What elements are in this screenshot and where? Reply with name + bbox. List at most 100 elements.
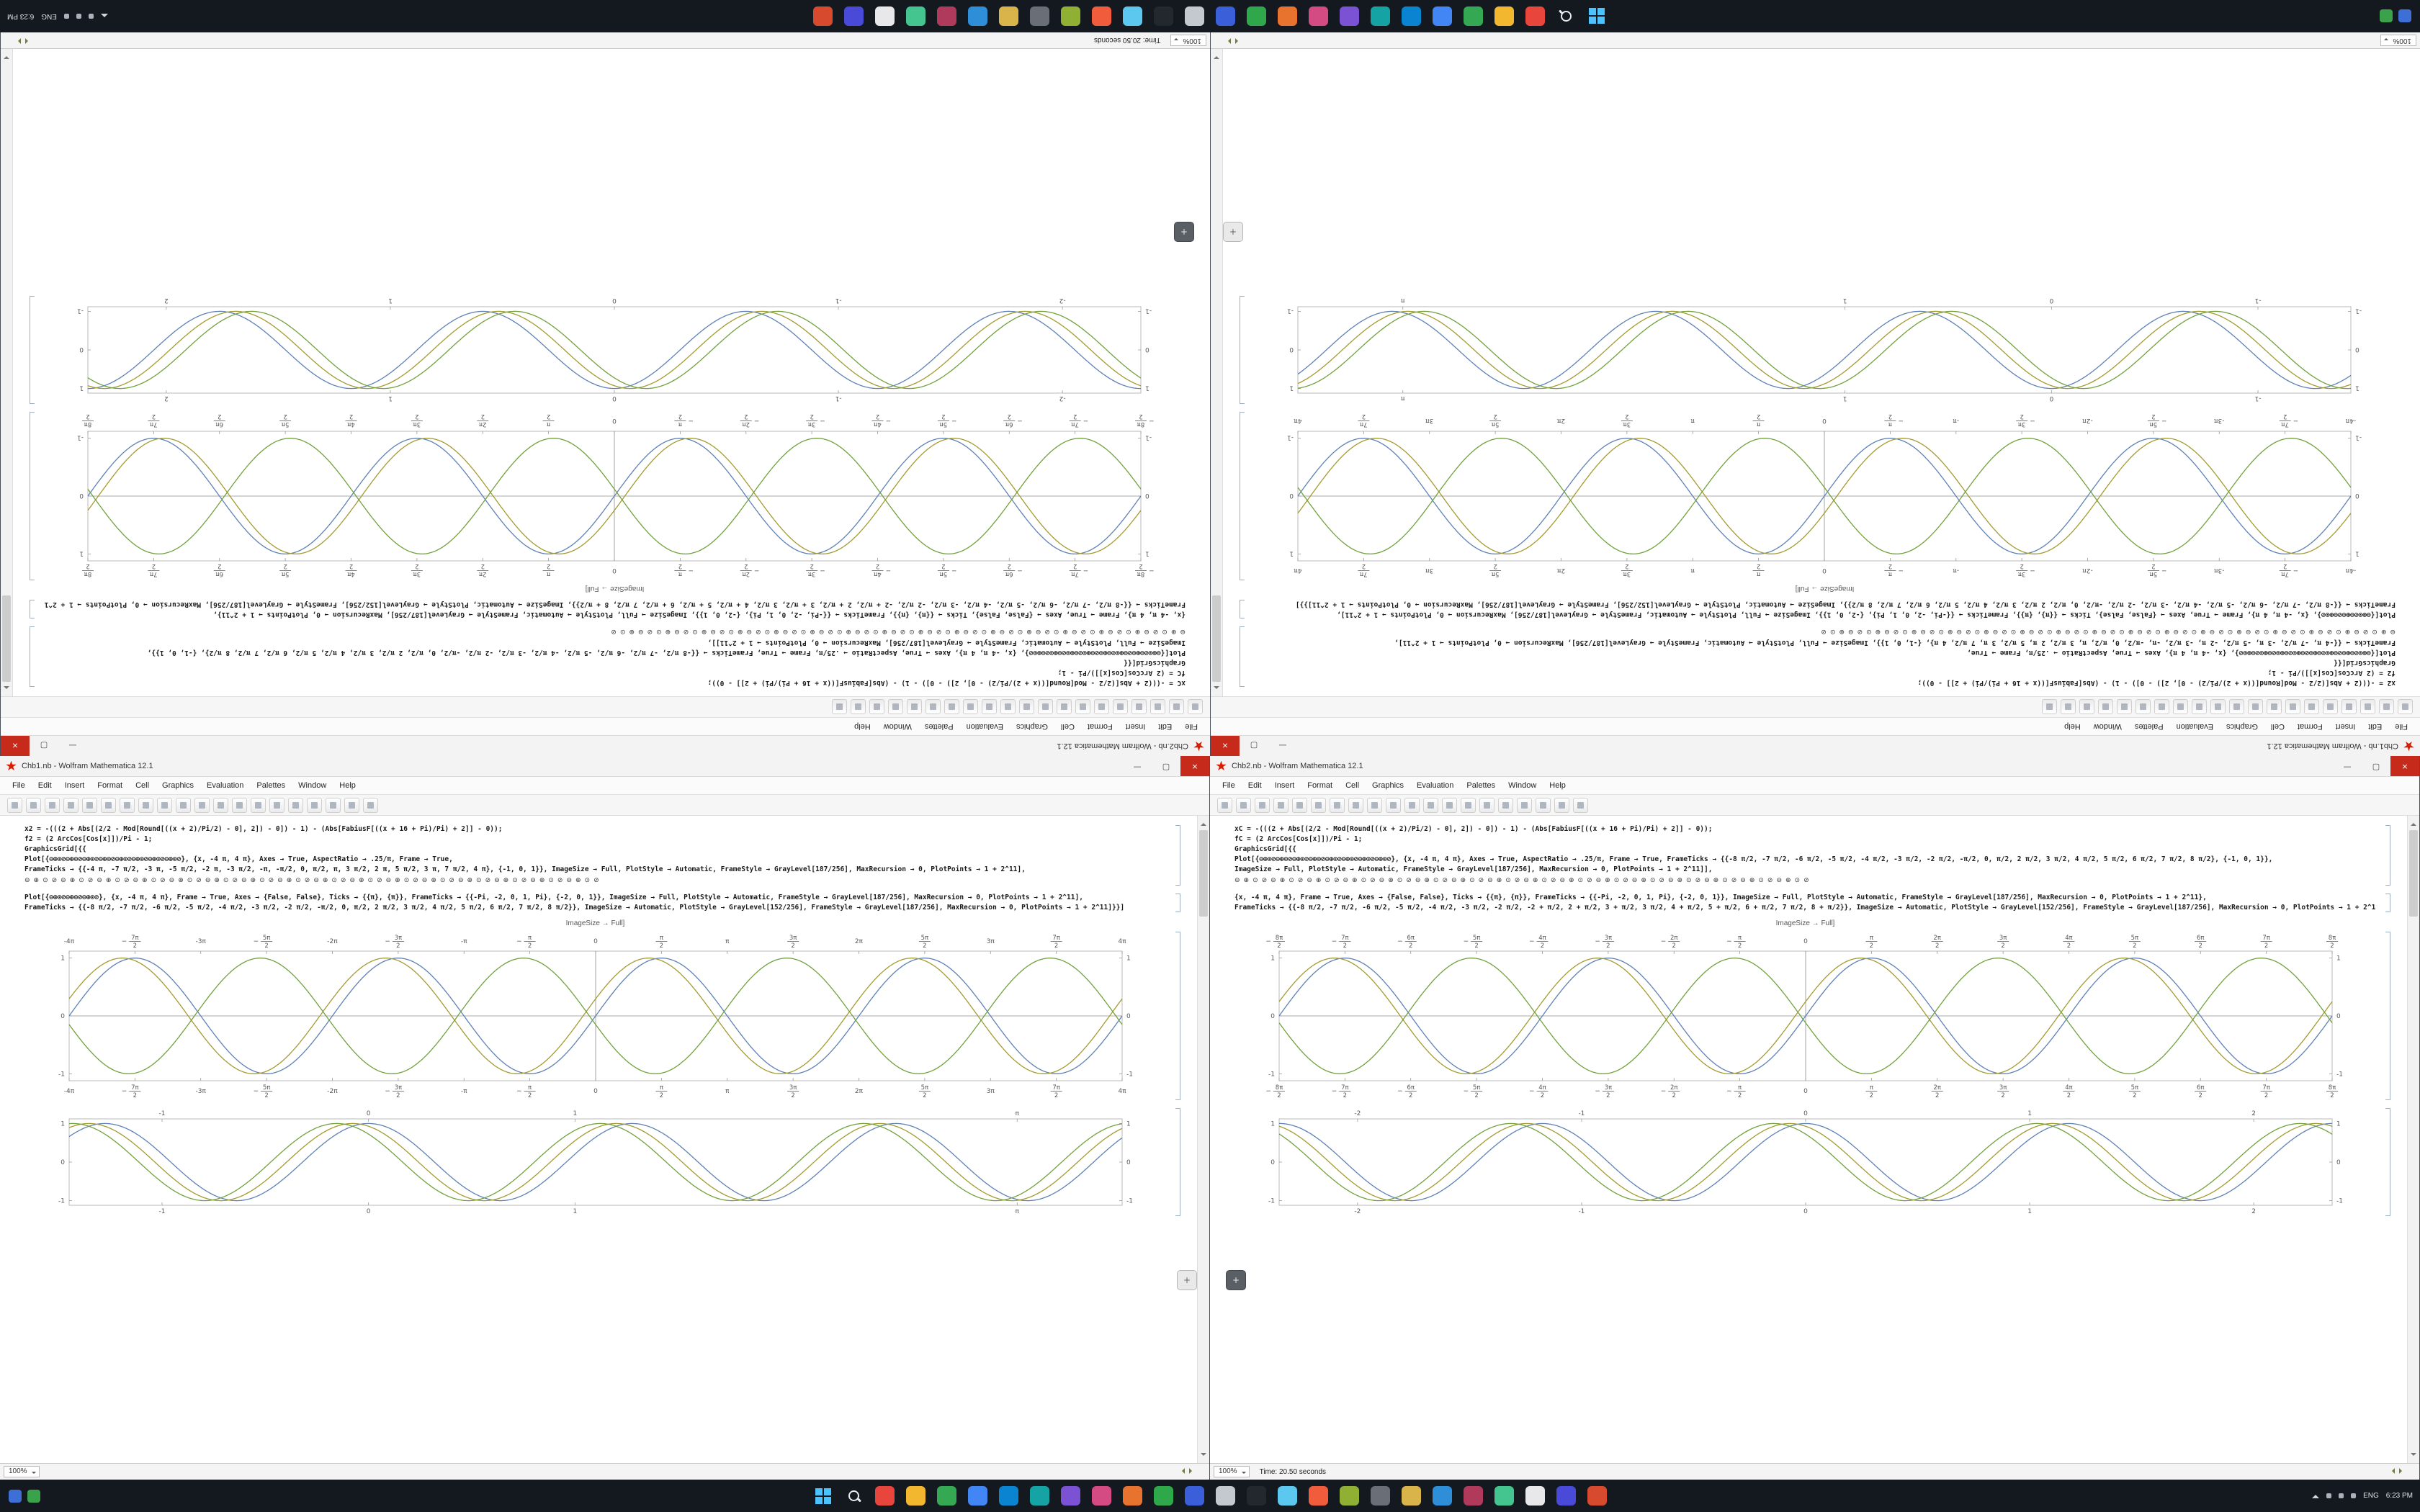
special-glyph-row[interactable]: ⊖⊕⊙⊘⊖⊕⊙⊘⊖⊕⊙⊘⊖⊕⊙⊘⊖⊕⊙⊘⊖⊕⊙⊘⊖⊕⊙⊘⊖⊕⊙⊘⊖⊕⊙⊘⊖⊕⊙⊘…: [1817, 628, 2396, 635]
toolbar-button[interactable]: [1423, 797, 1438, 813]
cell-bracket[interactable]: [1240, 626, 1245, 687]
toolbar-button[interactable]: [1442, 797, 1457, 813]
menu-item[interactable]: Insert: [2335, 722, 2356, 731]
taskbar-app-button[interactable]: [1089, 1483, 1115, 1509]
taskbar-app-button[interactable]: [1461, 1483, 1487, 1509]
scroll-left-arrow[interactable]: [1179, 1468, 1185, 1474]
widgets-icon[interactable]: [9, 1489, 22, 1503]
scrollbar-thumb[interactable]: [2, 595, 11, 682]
input-cell[interactable]: xC = -(((2 + Abs[(2/2 - Mod[Round[((x + …: [1234, 824, 2390, 886]
taskbar-app-button[interactable]: [1492, 1483, 1518, 1509]
notebook-content[interactable]: xC = -(((2 + Abs[(2/2 - Mod[Round[((x + …: [1, 49, 1210, 696]
toolbar-button[interactable]: [907, 699, 922, 715]
toolbar-button[interactable]: [2285, 699, 2300, 715]
network-icon[interactable]: [2326, 1493, 2332, 1498]
toolbar-button[interactable]: [2061, 699, 2076, 715]
code-line[interactable]: xC = -(((2 + Abs[(2/2 - Mod[Round[((x + …: [707, 679, 1186, 687]
input-cell-2[interactable]: {x, -4 π, 4 π}, Frame → True, Axes → {Fa…: [30, 599, 1186, 619]
toolbar-button[interactable]: [251, 797, 266, 813]
special-glyph-row[interactable]: ⊖⊕⊙⊘⊖⊕⊙⊘⊖⊕⊙⊘⊖⊕⊙⊘⊖⊕⊙⊘⊖⊕⊙⊘⊖⊕⊙⊘⊖⊕⊙⊘⊖⊕⊙⊘⊖⊕⊙⊘…: [24, 877, 603, 884]
language-indicator[interactable]: ENG: [2363, 1492, 2379, 1500]
toolbar-button[interactable]: [1386, 797, 1401, 813]
cell-bracket[interactable]: [30, 296, 35, 404]
toolbar-button[interactable]: [1367, 797, 1382, 813]
scroll-right-arrow[interactable]: [2399, 1468, 2405, 1474]
magnification-dropdown[interactable]: 100%: [1170, 35, 1206, 46]
toolbar-button[interactable]: [1000, 699, 1016, 715]
scroll-up-arrow[interactable]: [1201, 820, 1206, 826]
menu-item[interactable]: Help: [2064, 722, 2081, 731]
cell-bracket[interactable]: [2385, 1108, 2390, 1216]
code-line[interactable]: f2 = (2 ArcCos[Cos[x]])/Pi - 1;: [24, 835, 153, 843]
taskbar-app-button[interactable]: [841, 4, 867, 30]
code-line[interactable]: FrameTicks → {{-4 π, -7 π/2, -3 π, -5 π/…: [24, 865, 1026, 873]
toolbar-button[interactable]: [1131, 699, 1147, 715]
battery-icon[interactable]: [2351, 1493, 2357, 1498]
cell-bracket[interactable]: [1175, 894, 1180, 912]
clock[interactable]: 6:23 PM: [7, 12, 35, 20]
battery-icon[interactable]: [63, 14, 69, 19]
menu-item[interactable]: File: [2395, 722, 2408, 731]
vertical-scrollbar[interactable]: [1211, 49, 1223, 696]
scroll-right-arrow[interactable]: [1189, 1468, 1195, 1474]
menu-item[interactable]: Edit: [37, 781, 52, 790]
toolbar-button[interactable]: [269, 797, 284, 813]
taskbar-app-button[interactable]: [1244, 1483, 1270, 1509]
menu-item[interactable]: Format: [1087, 722, 1113, 731]
code-line[interactable]: Plot[{⊖⊕⊙⊘⊖⊕⊙⊘⊖⊕⊙⊘⊖⊕⊙⊘⊖⊕⊙⊘⊖⊕⊙⊘⊖⊕⊙⊘⊖⊕⊙⊘},…: [24, 855, 453, 863]
toolbar-button[interactable]: [288, 797, 303, 813]
toolbar-button[interactable]: [157, 797, 172, 813]
toolbar-button[interactable]: [1038, 699, 1053, 715]
code-line[interactable]: fC = (2 ArcCos[Cos[x]])/Pi - 1;: [1057, 669, 1186, 677]
toolbar-button[interactable]: [944, 699, 959, 715]
overlay-badge-2[interactable]: +: [1174, 222, 1194, 242]
taskbar-app-button[interactable]: [1275, 1483, 1301, 1509]
toolbar-button[interactable]: [1217, 797, 1232, 813]
taskbar-app-button[interactable]: [1430, 4, 1456, 30]
toolbar-button[interactable]: [1404, 797, 1420, 813]
magnification-dropdown[interactable]: 100%: [2380, 35, 2416, 46]
toolbar-button[interactable]: [82, 797, 97, 813]
menu-item[interactable]: Graphics: [1372, 781, 1404, 790]
scroll-down-arrow[interactable]: [4, 53, 9, 59]
hidden-icons-chevron-icon[interactable]: [100, 14, 108, 22]
toolbar-button[interactable]: [2117, 699, 2132, 715]
menu-item[interactable]: Evaluation: [2176, 722, 2213, 731]
toolbar-button[interactable]: [2323, 699, 2338, 715]
toolbar-button[interactable]: [307, 797, 322, 813]
toolbar-button[interactable]: [213, 797, 228, 813]
menu-item[interactable]: Cell: [135, 781, 150, 790]
code-line[interactable]: Plot[{⊖⊕⊙⊘⊖⊕⊙⊘⊖⊕⊙⊘}, {x, -4 π, 4 π}, Fra…: [1337, 611, 2396, 618]
language-indicator[interactable]: ENG: [41, 12, 57, 20]
taskbar-app-button[interactable]: [903, 4, 929, 30]
taskbar-app-button[interactable]: [1399, 4, 1425, 30]
taskbar-app-button[interactable]: [1182, 4, 1208, 30]
scrollbar-thumb[interactable]: [1212, 595, 1221, 682]
taskbar-app-button[interactable]: [1461, 4, 1487, 30]
menu-item[interactable]: Evaluation: [966, 722, 1003, 731]
vertical-scrollbar[interactable]: [1197, 816, 1209, 1463]
maximize-button[interactable]: ▢: [2372, 761, 2380, 771]
taskbar-app-button[interactable]: [1337, 1483, 1363, 1509]
menu-item[interactable]: Cell: [2270, 722, 2285, 731]
toolbar-button[interactable]: [1113, 699, 1128, 715]
code-line[interactable]: FrameTicks → {{-8 π/2, -7 π/2, -6 π/2, -…: [1234, 904, 2376, 912]
cell-bracket[interactable]: [1240, 412, 1245, 580]
code-line[interactable]: ImageSize → Full, PlotStyle → Automatic,…: [1234, 865, 1713, 873]
menu-item[interactable]: Insert: [1274, 781, 1295, 790]
input-cell-2[interactable]: {x, -4 π, 4 π}, Frame → True, Axes → {Fa…: [1234, 893, 2390, 913]
taskbar-app-button[interactable]: [872, 1483, 898, 1509]
menu-item[interactable]: File: [1185, 722, 1198, 731]
overlay-badge-1[interactable]: +: [1223, 222, 1243, 242]
toolbar-button[interactable]: [120, 797, 135, 813]
input-cell[interactable]: x2 = -(((2 + Abs[(2/2 - Mod[Round[((x + …: [1240, 626, 2396, 688]
maximize-button[interactable]: ▢: [40, 741, 48, 751]
toolbar-button[interactable]: [888, 699, 903, 715]
toolbar-button[interactable]: [45, 797, 60, 813]
maximize-button[interactable]: ▢: [1250, 741, 1258, 751]
code-line[interactable]: Plot[{⊖⊕⊙⊘⊖⊕⊙⊘⊖⊕⊙⊘⊖⊕⊙⊘⊖⊕⊙⊘⊖⊕⊙⊘⊖⊕⊙⊘⊖⊕⊙⊘},…: [1967, 649, 2396, 657]
menu-item[interactable]: Edit: [2368, 722, 2383, 731]
toolbar-button[interactable]: [1330, 797, 1345, 813]
taskbar-app-button[interactable]: [1058, 4, 1084, 30]
scrollbar-thumb[interactable]: [1199, 830, 1208, 917]
